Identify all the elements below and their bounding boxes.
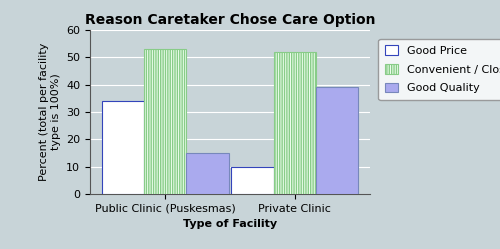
X-axis label: Type of Facility: Type of Facility <box>183 220 277 230</box>
Bar <box>231 167 274 194</box>
Bar <box>144 49 186 194</box>
Bar <box>102 101 144 194</box>
Bar <box>274 52 316 194</box>
Bar <box>186 153 229 194</box>
Legend: Good Price, Convenient / Close, Good Quality: Good Price, Convenient / Close, Good Qua… <box>378 39 500 100</box>
Title: Reason Caretaker Chose Care Option: Reason Caretaker Chose Care Option <box>85 13 375 27</box>
Y-axis label: Percent (total per facility
type is 100%): Percent (total per facility type is 100%… <box>39 43 60 181</box>
Bar <box>316 87 358 194</box>
